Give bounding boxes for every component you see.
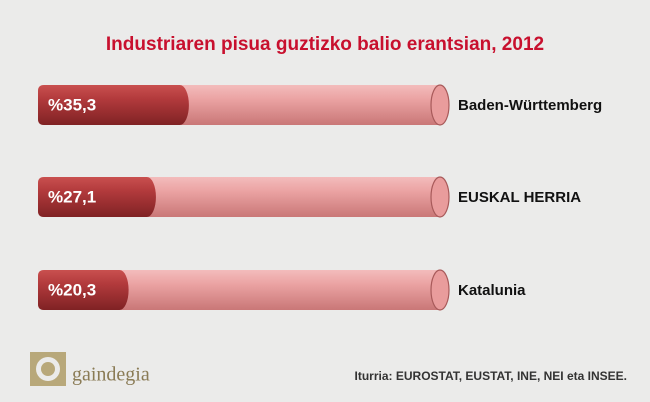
bar xyxy=(38,85,189,125)
chart-title: Industriaren pisua guztizko balio erants… xyxy=(106,34,544,55)
category-label: Baden-Württemberg xyxy=(458,97,602,114)
value-label: %35,3 xyxy=(48,95,96,114)
bar xyxy=(38,270,129,310)
logo-dot xyxy=(41,362,55,376)
logo-text: gaindegia xyxy=(72,364,150,386)
value-label: %27,1 xyxy=(48,187,96,206)
bar xyxy=(38,177,156,217)
bar-track xyxy=(38,270,449,310)
value-label: %20,3 xyxy=(48,280,96,299)
bar-track-cap xyxy=(430,84,450,126)
bar-track-cap xyxy=(430,269,450,311)
bar-track-cap xyxy=(430,176,450,218)
source: Iturria: EUROSTAT, EUSTAT, INE, NEI eta … xyxy=(355,369,627,383)
logo: gaindegia xyxy=(30,352,150,386)
category-label: EUSKAL HERRIA xyxy=(458,189,581,206)
category-label: Katalunia xyxy=(458,282,526,299)
